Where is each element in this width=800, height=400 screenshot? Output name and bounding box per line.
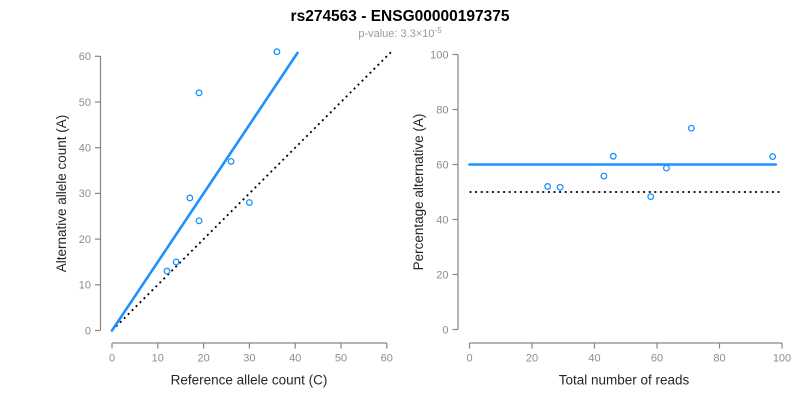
data-point	[600, 172, 608, 180]
data-point	[245, 199, 253, 206]
data-point	[609, 152, 617, 160]
y-tick-label: 60	[79, 51, 91, 63]
left-y-axis-title: Alternative allele count (A)	[54, 115, 69, 273]
x-tick-label: 20	[526, 353, 538, 365]
y-tick-label: 20	[436, 269, 448, 281]
x-tick-label: 0	[109, 353, 115, 365]
right-x-axis-title: Total number of reads	[559, 373, 690, 388]
data-point	[195, 89, 203, 97]
allele-count-scatter-plot: 0 10 20 30 40 50 60 0 10 20 30 40 50 60	[79, 48, 393, 365]
y-tick-label: 100	[430, 49, 448, 61]
data-point	[227, 157, 235, 165]
y-tick-label: 80	[436, 104, 448, 116]
x-tick-label: 0	[466, 353, 472, 365]
data-point	[544, 183, 552, 190]
data-point	[556, 183, 564, 191]
data-point	[273, 48, 281, 56]
y-tick-label: 10	[79, 280, 91, 292]
pvalue-base: 10	[422, 28, 434, 40]
percentage-scatter-plot: 0 20 40 60 80 100 0 20 40 60 80 100	[430, 49, 791, 364]
pvalue-mantissa: 3.3	[401, 28, 416, 40]
data-point	[186, 194, 194, 202]
figure-title: rs274563 - ENSG00000197375	[291, 8, 510, 25]
y-tick-label: 0	[442, 324, 448, 336]
times-symbol: ×	[416, 28, 422, 40]
data-point	[647, 193, 655, 201]
y-tick-label: 0	[85, 325, 91, 337]
y-tick-label: 50	[79, 97, 91, 109]
x-tick-label: 10	[152, 353, 164, 365]
x-tick-label: 40	[289, 353, 301, 365]
y-tick-label: 30	[79, 188, 91, 200]
x-tick-label: 50	[335, 353, 347, 365]
data-point	[687, 124, 695, 132]
y-tick-label: 40	[436, 214, 448, 226]
x-tick-label: 100	[773, 353, 791, 365]
data-point	[662, 164, 670, 172]
fit-line	[110, 51, 299, 332]
x-tick-label: 30	[243, 353, 255, 365]
x-tick-label: 20	[197, 353, 209, 365]
x-tick-label: 40	[588, 353, 600, 365]
data-point	[163, 267, 171, 275]
x-tick-label: 60	[381, 353, 393, 365]
reference-dotted-line	[111, 51, 393, 332]
y-tick-label: 40	[79, 143, 91, 155]
left-x-axis-title: Reference allele count (C)	[171, 373, 328, 388]
data-point	[195, 217, 203, 225]
pvalue-subtitle: p-value: 3.3×10-5	[358, 26, 442, 40]
data-point	[172, 258, 180, 266]
y-tick-label: 60	[436, 159, 448, 171]
right-y-axis-title: Percentage alternative (A)	[411, 114, 426, 271]
x-tick-label: 80	[713, 353, 725, 365]
x-tick-label: 60	[651, 353, 663, 365]
data-point	[769, 153, 777, 160]
pvalue-label: p-value:	[358, 28, 400, 40]
y-tick-label: 20	[79, 234, 91, 246]
pvalue-exponent: -5	[435, 26, 443, 35]
